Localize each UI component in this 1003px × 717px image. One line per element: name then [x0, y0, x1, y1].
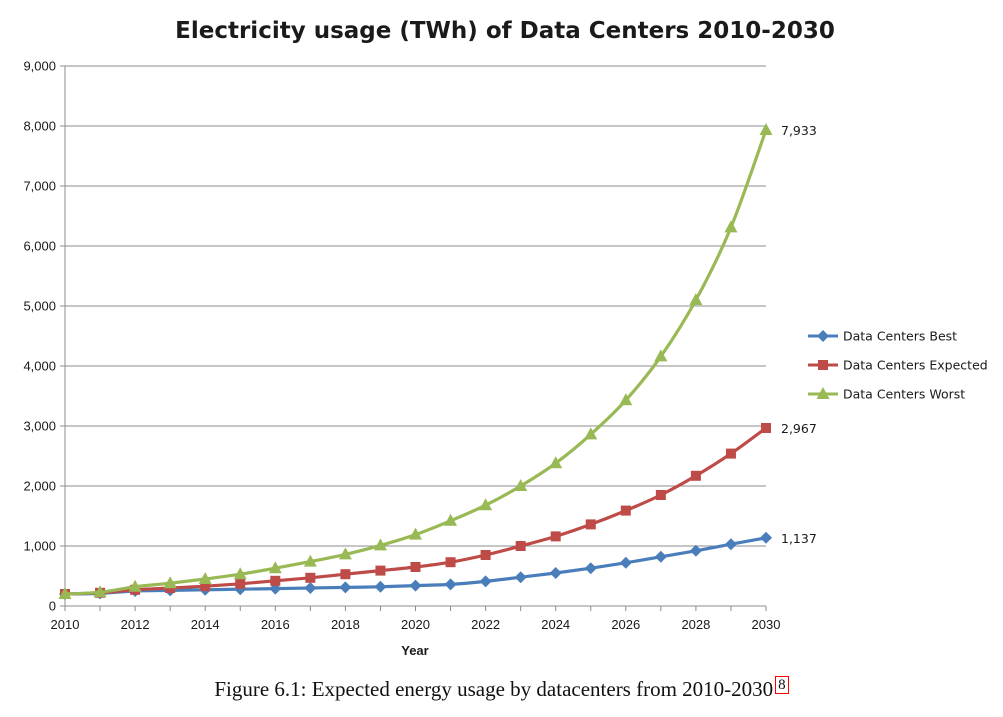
data-point: [235, 578, 246, 589]
data-point: [620, 505, 631, 516]
data-point: [58, 587, 72, 599]
data-point: [304, 582, 317, 594]
data-point: [689, 293, 703, 305]
y-tick-label: 4,000: [23, 359, 56, 374]
data-point: [619, 393, 633, 406]
data-point: [270, 575, 281, 586]
data-point: [725, 448, 736, 459]
end-value-label: 2,967: [781, 421, 817, 436]
data-point: [198, 572, 212, 584]
data-point: [444, 513, 458, 526]
data-point: [93, 585, 107, 598]
data-point: [374, 580, 387, 593]
data-point: [654, 550, 667, 563]
electricity-usage-chart: Electricity usage (TWh) of Data Centers …: [23, 18, 988, 658]
legend-label: Data Centers Worst: [843, 387, 965, 402]
data-point: [549, 567, 562, 579]
y-tick-label: 6,000: [23, 239, 56, 254]
legend-marker: [818, 360, 828, 370]
data-point: [514, 479, 528, 491]
grid-lines: [65, 65, 766, 547]
x-tick-label: 2018: [331, 617, 360, 632]
legend-label: Data Centers Best: [843, 329, 957, 344]
data-point: [340, 569, 351, 580]
data-point: [305, 572, 316, 583]
data-point: [444, 578, 457, 591]
x-axis-title: Year: [401, 643, 428, 658]
x-tick-label: 2020: [401, 617, 430, 632]
data-point: [549, 456, 563, 469]
data-point: [445, 557, 456, 568]
caption-text: Figure 6.1: Expected energy usage by dat…: [214, 677, 774, 701]
x-tick-label: 2010: [51, 617, 80, 632]
data-point: [724, 220, 738, 233]
end-value-label: 1,137: [781, 531, 817, 546]
chart-title: Electricity usage (TWh) of Data Centers …: [175, 18, 835, 44]
series-square: 2,967: [60, 421, 817, 599]
data-point: [410, 562, 421, 572]
data-point: [338, 547, 352, 560]
x-tick-label: 2012: [121, 617, 150, 632]
x-tick-label: 2030: [752, 617, 781, 632]
x-tick-label: 2016: [261, 617, 290, 632]
data-point: [303, 554, 317, 567]
data-point: [550, 531, 561, 542]
end-value-label: 7,933: [781, 123, 817, 138]
data-point: [479, 575, 492, 588]
y-tick-label: 9,000: [23, 59, 56, 74]
data-point: [409, 527, 422, 540]
x-tick-label: 2014: [191, 617, 220, 632]
data-point: [585, 519, 596, 530]
data-point: [373, 538, 387, 551]
data-point: [163, 576, 177, 589]
data-point: [480, 550, 491, 560]
series-line: [63, 128, 768, 596]
data-point: [760, 531, 772, 544]
data-point: [339, 581, 352, 594]
y-tick-label: 0: [49, 599, 56, 614]
footnote-reference-link[interactable]: 8: [775, 676, 789, 694]
data-point: [409, 579, 422, 592]
data-point: [233, 567, 247, 580]
axes: 0 1,000 2,000 3,000 4,000 5,000 6,000 7,000 8,00…: [23, 59, 780, 633]
data-point: [761, 422, 771, 433]
data-point: [584, 562, 597, 575]
figure-caption: Figure 6.1: Expected energy usage by dat…: [0, 676, 1003, 702]
x-tick-label: 2024: [541, 617, 570, 632]
y-tick-label: 2,000: [23, 479, 56, 494]
data-point: [689, 544, 702, 557]
data-point: [479, 498, 493, 511]
data-point: [655, 490, 666, 500]
data-point: [268, 561, 282, 574]
y-tick-label: 7,000: [23, 179, 56, 194]
data-point: [584, 427, 598, 440]
data-point: [515, 541, 526, 551]
legend: Data Centers Best Data Centers Expected Da…: [808, 329, 988, 402]
x-tick-label: 2022: [471, 617, 500, 632]
data-point: [514, 571, 527, 584]
data-point: [375, 565, 386, 576]
y-tick-label: 8,000: [23, 119, 56, 134]
y-tick-label: 1,000: [23, 539, 56, 554]
data-point: [724, 538, 737, 551]
series-triangle: 7,933: [58, 123, 817, 599]
data-point: [654, 349, 668, 362]
data-point: [128, 579, 142, 592]
legend-marker: [817, 330, 829, 342]
legend-label: Data Centers Expected: [843, 358, 988, 373]
data-point: [690, 470, 701, 481]
y-tick-label: 5,000: [23, 299, 56, 314]
series-layer: 1,137 2,967 7,933: [58, 123, 817, 600]
x-tick-label: 2028: [681, 617, 710, 632]
data-point: [200, 581, 211, 592]
x-tick-label: 2026: [611, 617, 640, 632]
data-point: [619, 556, 632, 569]
data-point: [759, 123, 773, 136]
legend-marker: [816, 387, 830, 399]
y-tick-label: 3,000: [23, 419, 56, 434]
